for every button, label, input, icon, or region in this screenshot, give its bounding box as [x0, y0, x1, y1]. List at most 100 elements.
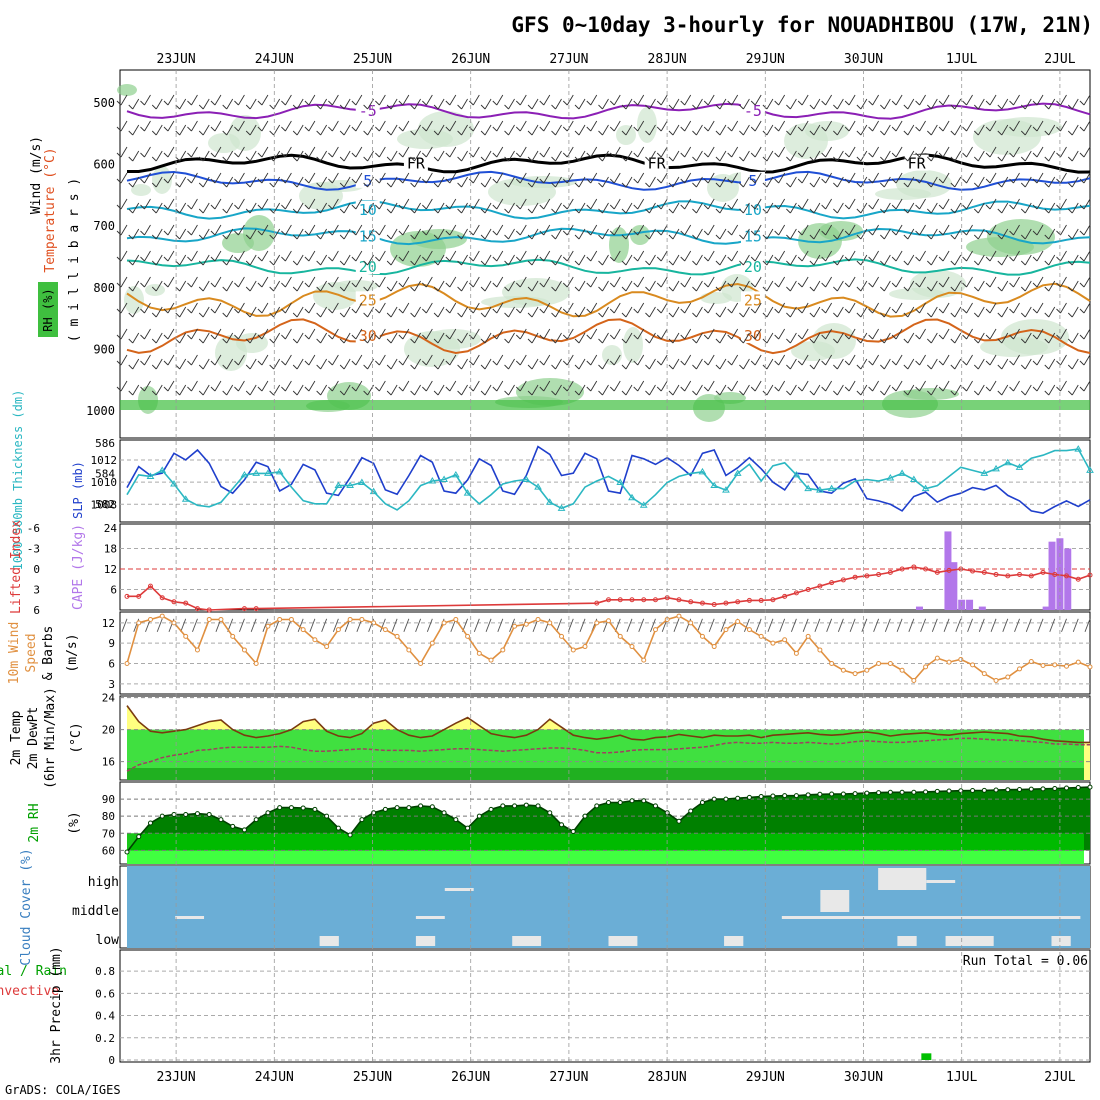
wind-barb [539, 354, 551, 366]
wind-barb [762, 332, 774, 344]
wind-barb [480, 384, 492, 396]
rh-marker [453, 817, 459, 823]
wind-barb [645, 202, 656, 214]
wind-barb [844, 224, 856, 236]
li-marker [852, 574, 858, 580]
wind-barb [903, 98, 915, 110]
wind-barb [586, 224, 598, 236]
li-tick: -3 [27, 543, 40, 556]
wind-barb [187, 224, 198, 236]
wind-barb [1020, 150, 1032, 162]
wind-barb [809, 228, 821, 240]
rh-tick: 80 [102, 810, 115, 823]
wind10m-barb [790, 618, 797, 632]
li-tick: 0 [33, 563, 40, 576]
wind-barb [386, 384, 398, 396]
wind10m-marker [594, 620, 600, 626]
wind-barb [833, 150, 844, 162]
wind-barb [750, 120, 762, 132]
slp-tick: 1008 [91, 498, 118, 511]
wind-barb [445, 94, 457, 106]
wind-barb [797, 120, 809, 132]
wind-barb [480, 332, 492, 344]
wind-barb [433, 202, 445, 214]
rh-marker [570, 829, 576, 835]
wind-barb [586, 380, 598, 392]
top-date-label: 29JUN [746, 52, 785, 67]
bottom-date-label: 2JUL [1044, 1070, 1075, 1085]
isotherm-label: 10 [359, 201, 377, 219]
rh-marker [970, 788, 976, 794]
wind10m-barb [650, 618, 656, 632]
wind10m-marker [629, 644, 635, 650]
wind-barb [515, 146, 527, 158]
wind-barb [703, 250, 715, 262]
wind-barb [551, 280, 562, 292]
wind-barb [833, 176, 844, 188]
li-marker [183, 600, 189, 606]
wind-barb [621, 228, 633, 240]
wind-barb [844, 250, 856, 262]
wind-barb [222, 332, 234, 344]
wind-barb [703, 146, 715, 158]
wind10m-marker [1028, 658, 1034, 664]
wind-barb [234, 328, 245, 340]
wind-barb [151, 280, 163, 292]
wind-barb [797, 146, 809, 158]
wind-barb [457, 384, 468, 396]
wind-barb [316, 254, 328, 266]
isotherm-label: FR [908, 155, 927, 173]
wind-barb [645, 280, 656, 292]
wind-barb [527, 202, 539, 214]
li-marker [641, 597, 647, 603]
isotherm-label: 30 [744, 327, 762, 345]
wind-barb [375, 120, 386, 132]
thickness-marker [992, 464, 1000, 472]
wind-barb [281, 146, 292, 158]
wind-barb [398, 224, 410, 236]
rh-marker [793, 793, 799, 799]
wind-barb [903, 150, 915, 162]
wind-barb [797, 276, 809, 288]
wind-barb [844, 198, 856, 210]
thickness-marker [170, 480, 178, 487]
wind10m-marker [1005, 674, 1011, 680]
wind-barb [187, 250, 198, 262]
wind-barb [551, 254, 562, 266]
wind-barb [492, 224, 504, 236]
wind-barb [1032, 146, 1044, 158]
wind-barb [1032, 94, 1044, 106]
li-tick: -6 [27, 522, 40, 535]
wind-barb [1009, 224, 1020, 236]
wind-barb [539, 276, 551, 288]
li-marker [864, 573, 870, 579]
wind-barb [480, 98, 492, 110]
wind-barb [856, 98, 868, 110]
li-marker [206, 607, 212, 613]
wind-barb [281, 302, 292, 314]
wind10m-barb [638, 618, 645, 632]
wind-barb [962, 250, 973, 262]
wind10m-barb [121, 618, 128, 632]
wind-barb [480, 228, 492, 240]
wind-barb [1079, 302, 1091, 314]
rh-marker [312, 806, 318, 812]
wind-barb [128, 228, 140, 240]
wind-barb [586, 302, 598, 314]
wind-barb [316, 306, 328, 318]
wind10m-marker [406, 647, 412, 653]
wind10m-marker [465, 633, 471, 639]
wind-barb [222, 358, 234, 370]
wind-barb [515, 302, 527, 314]
rh-marker [676, 818, 682, 824]
wind-barb [973, 358, 985, 370]
wind-barb [833, 280, 844, 292]
wind-barb [1032, 328, 1044, 340]
wind-barb [175, 280, 187, 292]
wind-barb [363, 228, 375, 240]
wind-barb [985, 380, 997, 392]
wind-barb [668, 254, 680, 266]
rh-base-band [127, 850, 1084, 864]
page-title: GFS 0~10day 3-hourly for NOUADHIBOU (17W… [511, 13, 1093, 37]
wind-barb [633, 224, 645, 236]
